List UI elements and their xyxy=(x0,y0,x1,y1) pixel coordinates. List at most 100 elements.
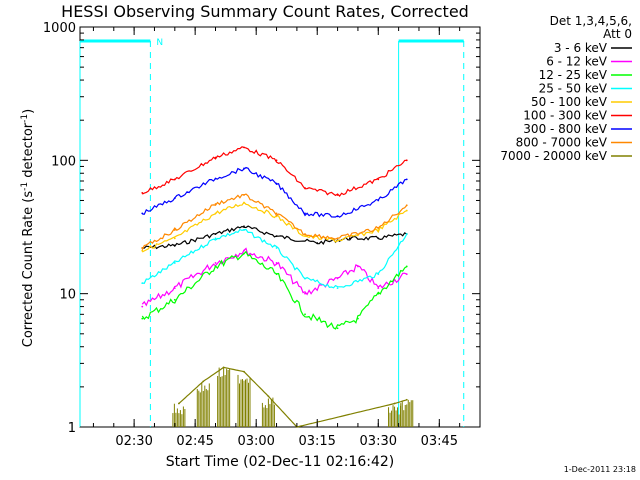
data-point-7-2 xyxy=(214,203,217,205)
night-flag-label: N xyxy=(156,38,163,48)
series-line-8 xyxy=(178,366,407,428)
data-point-4-5 xyxy=(304,235,306,238)
data-point-5-3 xyxy=(243,146,245,149)
data-point-6-3 xyxy=(243,167,245,170)
data-point-2-5 xyxy=(304,313,306,316)
legend-label-7: 800 - 7000 keV xyxy=(516,136,608,150)
legend-label-1: 6 - 12 keV xyxy=(546,55,608,69)
y-axis-label-sup1: -1 xyxy=(20,182,30,191)
series-layer xyxy=(141,146,414,428)
legend-label-2: 12 - 25 keV xyxy=(539,68,608,82)
data-point-4-1 xyxy=(173,237,176,240)
data-point-0-6 xyxy=(348,237,351,240)
axis-ticks xyxy=(80,27,481,428)
x-tick-label-4: 03:30 xyxy=(360,434,397,449)
data-point-7-1 xyxy=(173,229,176,231)
x-tick-label-5: 03:45 xyxy=(421,434,458,449)
x-tick-label-0: 02:30 xyxy=(115,434,152,449)
data-point-0-4 xyxy=(275,235,278,238)
data-point-5-7 xyxy=(377,178,380,181)
legend-header-line1: Det 1,3,4,5,6, xyxy=(550,14,632,28)
data-point-4-6 xyxy=(336,239,339,242)
data-point-1-0 xyxy=(141,305,144,308)
legend-label-3: 25 - 50 keV xyxy=(539,82,608,96)
data-point-3-7 xyxy=(377,273,380,276)
data-point-0-3 xyxy=(243,225,245,228)
legend-label-0: 3 - 6 keV xyxy=(554,41,608,55)
data-point-8-3 xyxy=(243,370,245,373)
series-line-0 xyxy=(142,225,408,250)
legend-label-8: 7000 - 20000 keV xyxy=(500,149,607,163)
data-point-0-7 xyxy=(377,237,380,240)
data-point-1-8 xyxy=(377,287,380,290)
x-tick-label-3: 03:15 xyxy=(298,434,335,449)
y-axis-label-mid: detector xyxy=(21,122,36,182)
data-point-5-1 xyxy=(173,178,176,181)
data-point-2-1 xyxy=(173,298,176,301)
data-point-7-4 xyxy=(275,212,278,215)
data-point-8-4 xyxy=(267,395,270,398)
y-axis-label: Corrected Count Rate (s-1 detector-1) xyxy=(20,109,36,347)
data-point-3-1 xyxy=(173,262,176,264)
data-point-5-8 xyxy=(405,159,408,162)
data-point-5-0 xyxy=(141,191,144,194)
data-point-2-8 xyxy=(377,292,380,295)
series-line-1 xyxy=(141,247,408,307)
data-point-6-2 xyxy=(214,177,217,180)
data-point-2-2 xyxy=(214,265,217,268)
series-line-2 xyxy=(141,250,408,330)
data-point-2-3 xyxy=(243,252,245,255)
data-point-3-0 xyxy=(141,282,144,285)
legend-label-4: 50 - 100 keV xyxy=(531,95,608,109)
data-point-1-3 xyxy=(243,249,245,252)
data-point-0-2 xyxy=(214,233,217,235)
data-point-1-5 xyxy=(304,292,306,295)
y-axis-label-end: ) xyxy=(21,109,36,114)
data-point-1-2 xyxy=(214,262,217,264)
x-tick-labels: 02:30 02:45 03:00 03:15 03:30 03:45 xyxy=(115,434,458,449)
data-point-6-1 xyxy=(173,197,176,200)
data-point-5-2 xyxy=(214,156,217,159)
night-markers: N xyxy=(79,38,465,427)
data-point-3-6 xyxy=(336,287,339,290)
data-point-2-6 xyxy=(336,327,339,330)
data-point-3-2 xyxy=(214,237,217,240)
data-point-8-0 xyxy=(177,402,180,405)
y-tick-labels: 1 10 100 1000 xyxy=(43,21,76,436)
x-axis-label: Start Time (02-Dec-11 02:16:42) xyxy=(166,454,394,470)
data-point-6-0 xyxy=(141,212,144,215)
data-point-5-5 xyxy=(304,187,306,189)
data-point-3-8 xyxy=(405,233,408,235)
data-point-4-4 xyxy=(275,215,278,218)
data-point-6-4 xyxy=(275,182,278,185)
legend-label-6: 300 - 800 keV xyxy=(523,122,607,136)
data-point-8-1 xyxy=(202,380,205,383)
data-point-7-7 xyxy=(377,227,380,230)
data-point-7-3 xyxy=(243,194,245,196)
data-point-4-8 xyxy=(405,209,408,212)
data-point-4-2 xyxy=(214,212,217,215)
data-point-4-7 xyxy=(377,229,380,231)
data-point-1-7 xyxy=(357,265,359,268)
series-line-5 xyxy=(142,146,407,198)
series-line-3 xyxy=(142,228,408,289)
data-point-1-6 xyxy=(336,277,339,280)
data-point-3-4 xyxy=(275,247,278,249)
data-point-2-0 xyxy=(141,317,144,320)
footer-date: 1-Dec-2011 23:18 xyxy=(564,465,636,474)
y-tick-label-0: 1 xyxy=(68,421,76,436)
data-point-5-4 xyxy=(275,159,278,162)
data-point-3-5 xyxy=(304,277,306,280)
data-point-6-8 xyxy=(405,178,408,181)
series-line-6 xyxy=(142,166,407,218)
plot-frame xyxy=(79,26,481,428)
data-point-6-6 xyxy=(336,215,339,218)
series-line-4 xyxy=(142,201,408,253)
y-axis-label-main: Corrected Count Rate (s xyxy=(21,191,36,348)
legend-header-line2: Att 0 xyxy=(603,27,632,41)
data-point-4-3 xyxy=(243,201,245,204)
data-point-3-3 xyxy=(243,229,245,231)
